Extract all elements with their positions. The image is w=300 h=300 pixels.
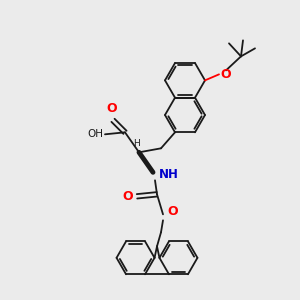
Text: O: O — [167, 205, 178, 218]
Text: OH: OH — [87, 129, 103, 139]
Text: O: O — [220, 68, 231, 81]
Text: O: O — [107, 102, 117, 115]
Text: O: O — [122, 190, 133, 203]
Text: NH: NH — [159, 168, 179, 181]
Text: H: H — [134, 139, 140, 148]
